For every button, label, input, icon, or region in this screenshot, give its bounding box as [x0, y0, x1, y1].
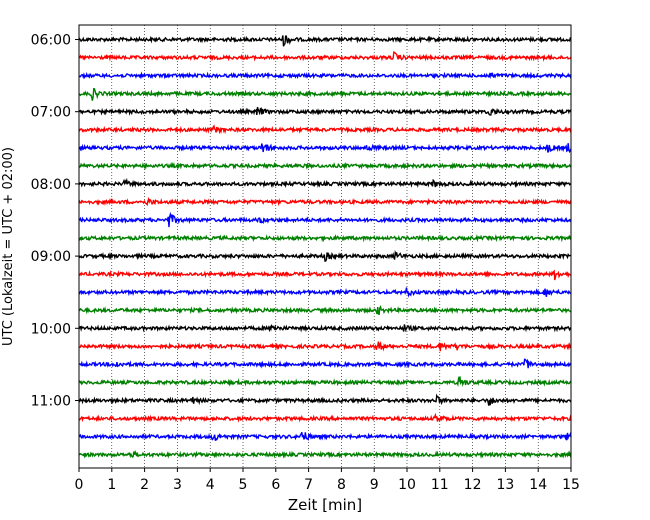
y-axis-label: UTC (Lokalzeit = UTC + 02:00)	[1, 147, 16, 346]
x-tick-label: 8	[337, 477, 346, 493]
x-tick-label: 5	[239, 477, 248, 493]
y-tick-label: 06:00	[31, 33, 71, 49]
trace-row	[78, 106, 572, 117]
x-axis-ticks: 0 1 2 3 4 5 6 7 8 9 10 11 12 13 14 15	[75, 468, 580, 493]
trace-row	[78, 249, 572, 262]
trace-row	[78, 124, 572, 135]
x-axis-label: Zeit [min]	[288, 496, 362, 514]
grid-lines	[111, 25, 539, 468]
x-tick-label: 14	[529, 477, 547, 493]
trace-row	[78, 143, 572, 154]
x-tick-label: 7	[304, 477, 313, 493]
trace-row	[78, 358, 572, 369]
x-tick-label: 3	[173, 477, 182, 493]
trace-row	[78, 233, 572, 243]
x-tick-label: 2	[140, 477, 149, 493]
trace-row	[78, 375, 572, 387]
y-tick-label: 11:00	[31, 394, 71, 410]
trace-row	[78, 341, 572, 352]
trace-row	[78, 51, 572, 62]
x-tick-label: 4	[206, 477, 215, 493]
x-tick-label: 11	[431, 477, 449, 493]
y-axis-ticks: 06:00 07:00 08:00 09:00 10:00 11:00	[31, 33, 79, 410]
trace-row	[78, 211, 572, 228]
x-tick-label: 9	[370, 477, 379, 493]
trace-row	[79, 305, 572, 316]
trace-row	[78, 269, 572, 281]
x-tick-label: 10	[398, 477, 416, 493]
trace-row	[78, 196, 572, 207]
trace-row	[78, 71, 572, 80]
trace-row	[78, 35, 572, 47]
plot-frame	[78, 24, 572, 469]
x-tick-label: 1	[107, 477, 116, 493]
trace-row	[78, 449, 572, 459]
x-tick-label: 13	[496, 477, 514, 493]
seismic-traces	[78, 35, 572, 459]
y-tick-label: 08:00	[31, 177, 71, 193]
y-tick-label: 07:00	[31, 105, 71, 121]
x-tick-label: 12	[464, 477, 482, 493]
trace-row	[78, 323, 572, 333]
trace-row	[78, 412, 572, 423]
x-tick-label: 15	[562, 477, 580, 493]
x-tick-label: 6	[271, 477, 280, 493]
trace-row	[78, 287, 572, 298]
y-tick-label: 10:00	[31, 321, 71, 337]
trace-row	[78, 161, 572, 170]
trace-row	[78, 393, 572, 406]
x-tick-label: 0	[75, 477, 84, 493]
trace-row	[78, 88, 572, 101]
y-tick-label: 09:00	[31, 249, 71, 265]
trace-row	[78, 431, 572, 441]
trace-row	[78, 177, 572, 189]
